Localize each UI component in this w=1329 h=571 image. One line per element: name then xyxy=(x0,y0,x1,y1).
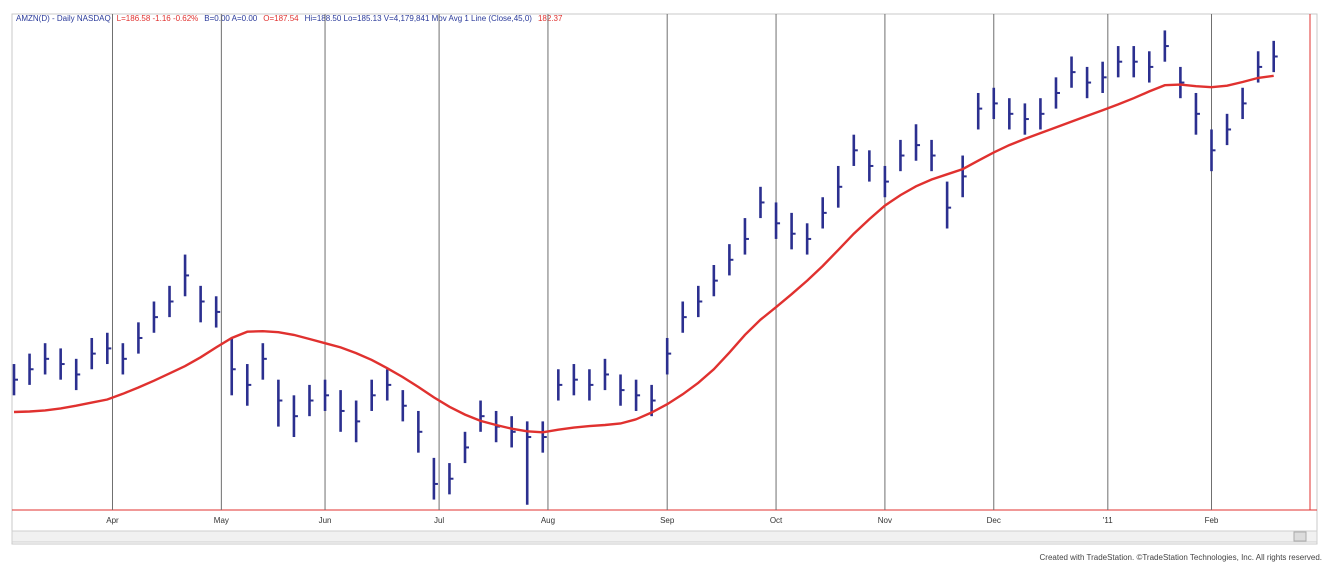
x-tick-label: Nov xyxy=(878,516,892,525)
header-text: AMZN(D) - Daily NASDAQ L=186.58 -1.16 -0.… xyxy=(16,14,563,23)
x-tick-label: Jul xyxy=(434,516,444,525)
x-tick-label: Sep xyxy=(660,516,675,525)
scrollbar[interactable] xyxy=(11,530,1318,543)
x-tick-label: Aug xyxy=(541,516,555,525)
moving-average xyxy=(13,74,1274,434)
x-tick-label: '11 xyxy=(1103,516,1113,525)
x-tick-label: Oct xyxy=(770,516,783,525)
header-part: B=0.00 A=0.00 xyxy=(204,14,257,23)
header-part: O=187.54 xyxy=(263,14,299,23)
chart-frame xyxy=(11,13,1318,545)
header-part: Hi=188.50 Lo=185.13 V=4,179,841 Mov Avg … xyxy=(305,14,533,23)
x-tick-label: Feb xyxy=(1205,516,1219,525)
scroll-thumb[interactable] xyxy=(1293,531,1307,542)
header: AMZN(D) - Daily NASDAQ L=186.58 -1.16 -0.… xyxy=(16,14,563,23)
x-tick-label: Dec xyxy=(987,516,1001,525)
x-tick-label: Jun xyxy=(319,516,332,525)
credit: Created with TradeStation. ©TradeStation… xyxy=(1040,553,1323,562)
header-part: 182.37 xyxy=(538,14,563,23)
x-tick-label: May xyxy=(214,516,229,525)
header-part: L=186.58 -1.16 -0.62% xyxy=(117,14,199,23)
header-part: AMZN(D) - Daily NASDAQ xyxy=(16,14,111,23)
x-tick-label: Apr xyxy=(106,516,119,525)
